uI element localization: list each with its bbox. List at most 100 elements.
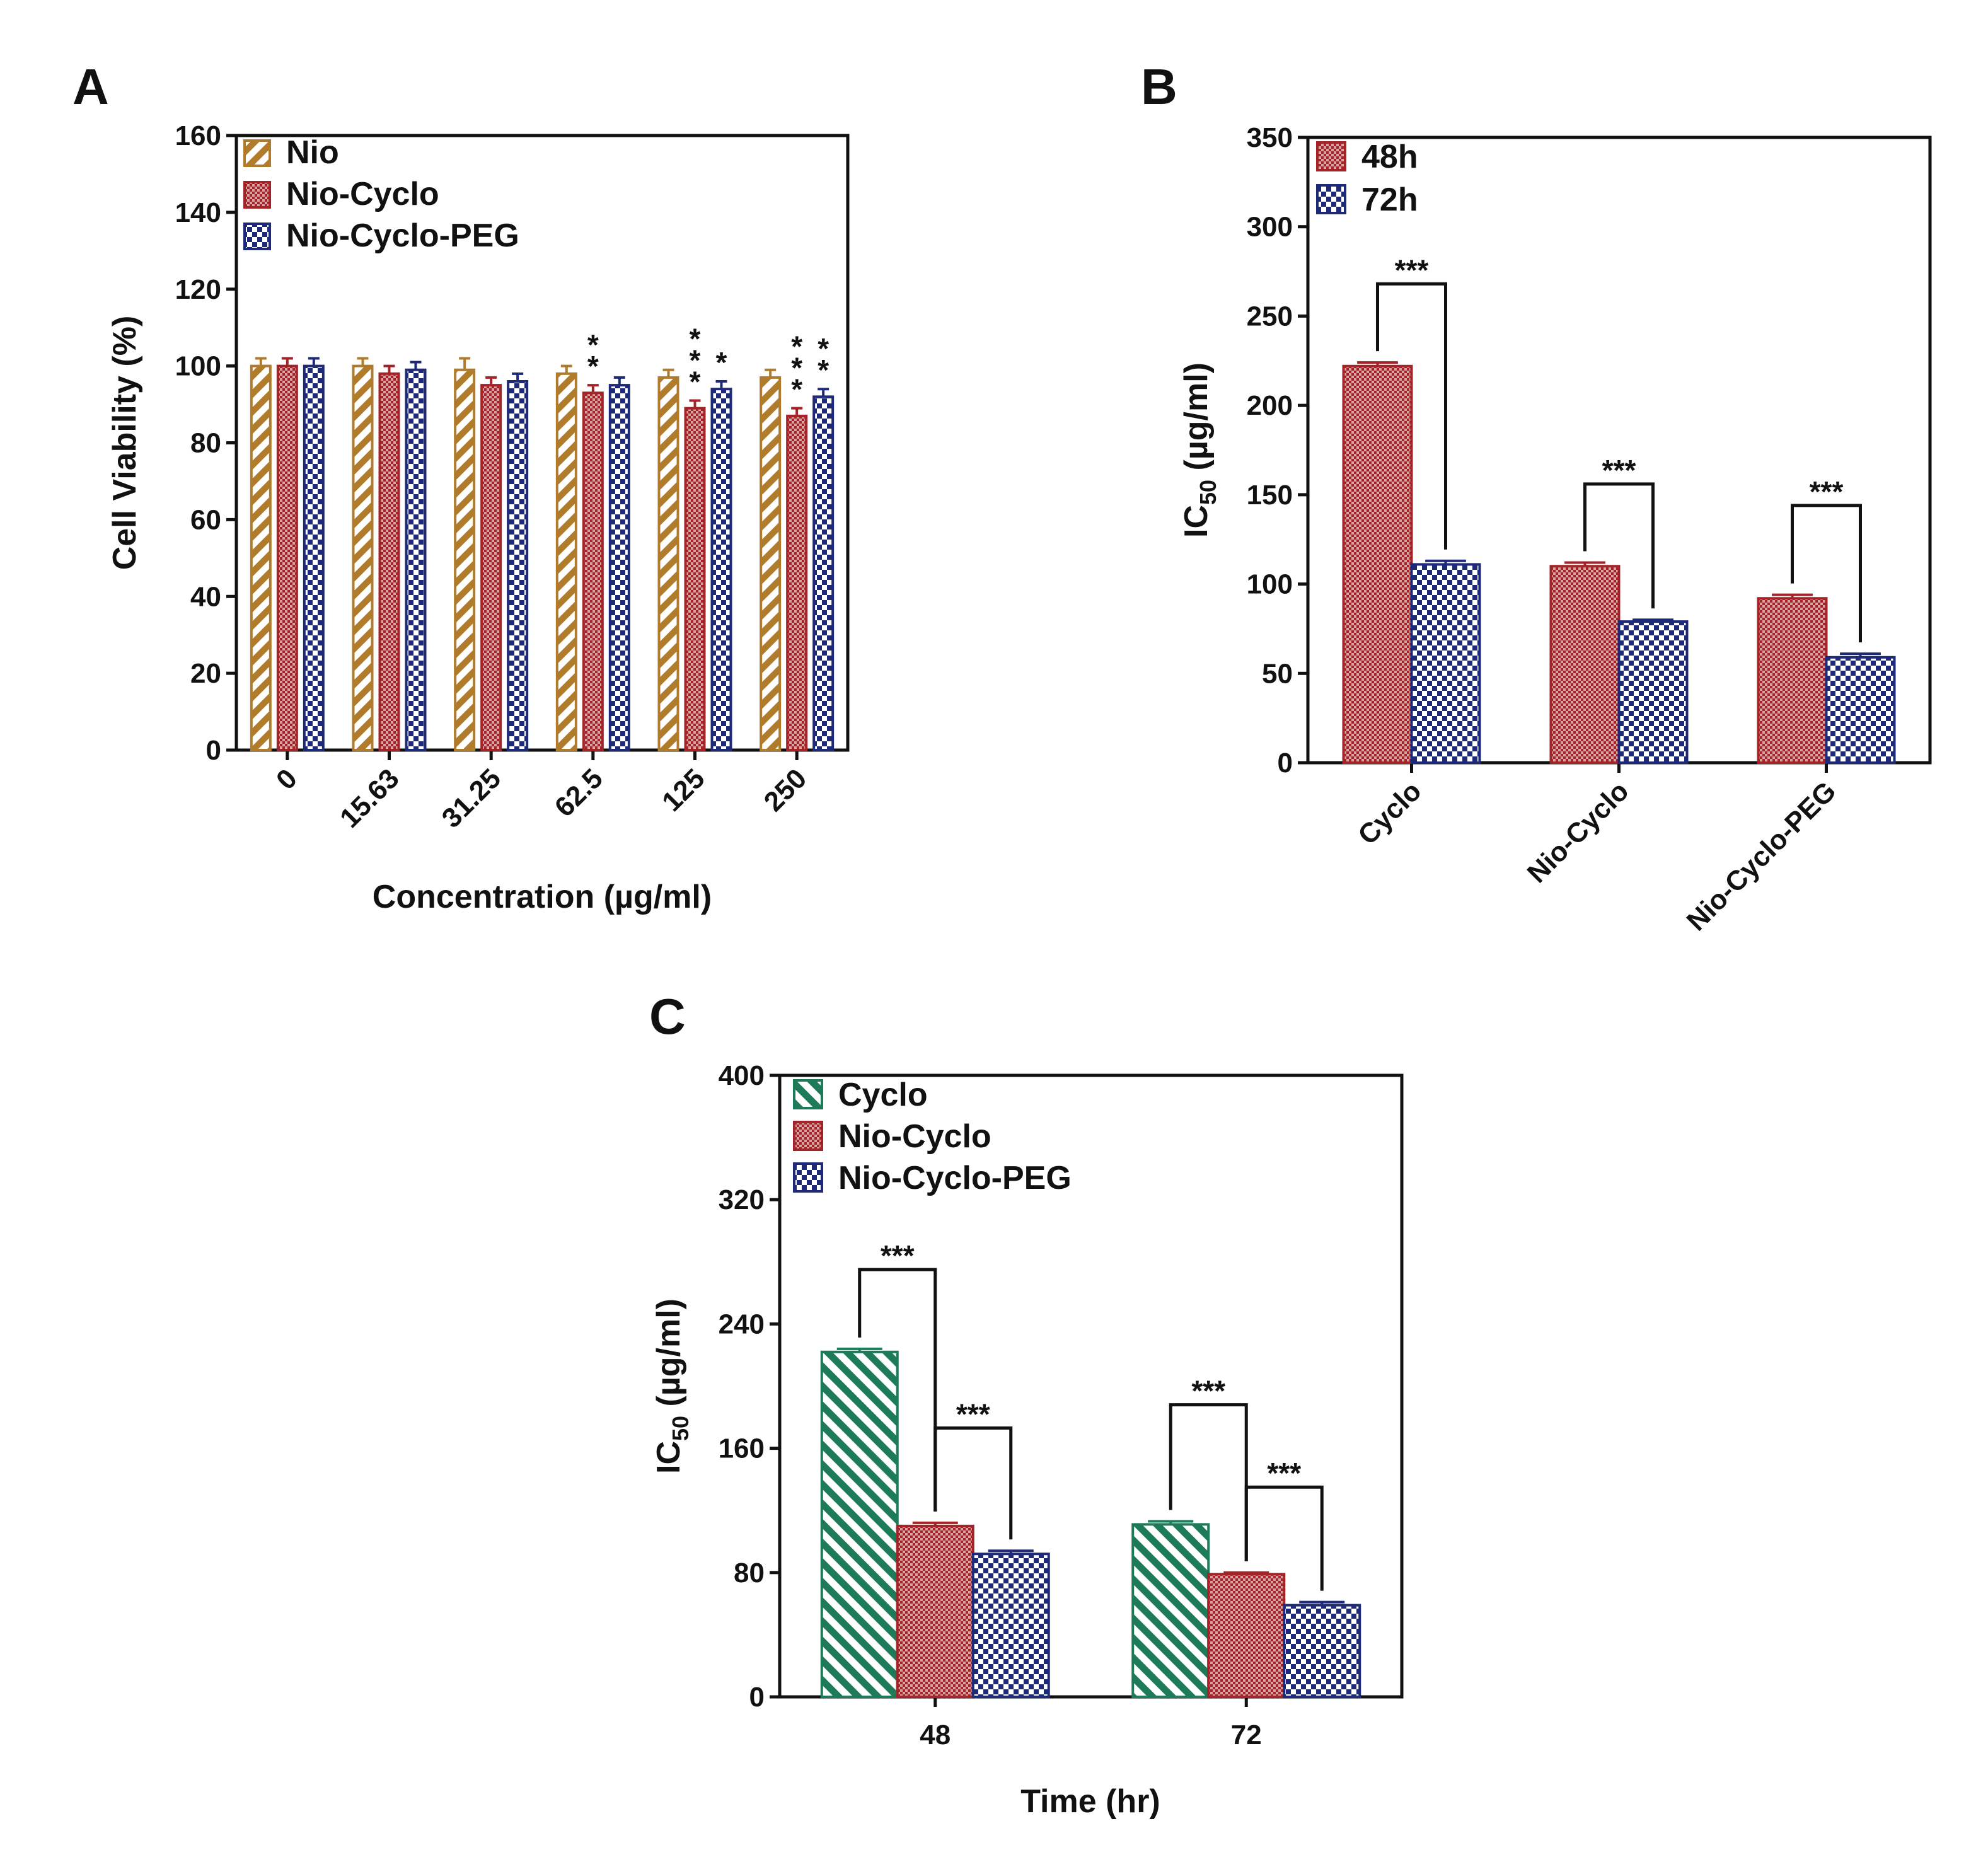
panel-label-c: C [649,988,686,1044]
legend-swatch-c [793,1121,823,1151]
legend-label-b: 48h [1361,139,1418,175]
significance-bracket-c [1244,1485,1324,1591]
y-axis-label-subscript: 50 [667,1416,693,1441]
plot-frame-c [778,1073,1404,1699]
bar-a-nio-cyclo [684,407,706,751]
bar-a-nio-cyclo [582,391,604,751]
chart-panel-a: 0 20 40 60 80 100 120 140 160 Cell Viability (%) 0… [107,120,850,915]
significance-label-c: *** [1191,1375,1225,1408]
bar-b-48h [1757,597,1828,764]
significance-bracket-c [933,1426,1013,1540]
significance-star-a: * [587,328,599,361]
bar-b-48h [1549,565,1621,764]
significance-bracket-b [1376,282,1447,550]
y-axis-label-b: IC50 (µg/ml) [1178,362,1221,538]
y-tick-label-b: 250 [1247,301,1293,332]
legend-swatch-a [243,139,271,167]
legend-swatch-c [793,1079,823,1109]
x-tick-label-c: 48 [920,1720,951,1750]
y-tick-label-a: 140 [175,197,221,228]
y-tick-label-b: 0 [1278,748,1293,778]
bar-a-nio [555,372,577,751]
significance-star-a: * [791,330,802,363]
bar-a-nio-cyclo-peg [405,368,427,751]
bar-a-nio-cyclo-peg [507,380,529,751]
y-tick-label-b: 150 [1247,480,1293,511]
bar-a-nio-cyclo-peg [812,395,835,751]
bar-a-nio-cyclo [480,384,502,751]
significance-star-a: * [791,352,802,385]
bar-b-72h [1825,656,1896,764]
bar-a-nio-cyclo [378,372,400,751]
bar-a-nio [760,376,782,751]
y-axis-label-c: IC50 (µg/ml) [650,1298,693,1474]
bar-c-nio-cyclo [1207,1573,1286,1698]
y-tick-label-a: 120 [175,274,221,305]
y-tick-label-a: 20 [190,658,221,689]
bar-b-72h [1410,563,1481,764]
significance-bracket-c [1169,1403,1248,1561]
y-axis-label-unit: (µg/ml) [1178,362,1215,480]
bar-a-nio-cyclo-peg [608,384,630,751]
x-tick-label-a: 15.63 [334,763,405,834]
bar-a-nio [352,364,374,751]
significance-star-a: * [690,344,701,376]
x-tick-label-c: 72 [1231,1720,1262,1750]
legend-label-c: Nio-Cyclo [838,1118,991,1155]
y-axis-label-unit: (µg/ml) [650,1298,687,1416]
legend-swatch-b [1316,184,1346,214]
legend-swatch-b [1316,141,1346,171]
significance-bracket-b [1791,504,1862,643]
legend-label-a: Nio-Cyclo [286,176,439,212]
legend-label-a: Nio [286,134,339,171]
bar-b-72h [1617,620,1689,764]
x-axis-label-a: Concentration (µg/ml) [373,879,712,915]
y-tick-label-c: 80 [734,1558,765,1588]
panel-label-b: B [1141,59,1177,115]
significance-star-a: * [690,322,701,355]
significance-label-b: *** [1602,454,1636,487]
x-tick-label-a: 250 [758,763,813,818]
y-tick-label-b: 300 [1247,212,1293,243]
x-axis-label-c: Time (hr) [1020,1783,1160,1820]
y-tick-label-b: 50 [1262,658,1293,689]
x-tick-label-b: Nio-Cyclo [1522,775,1635,889]
chart-panel-c: 0 80 160 240 320 400 IC50 (µg/ml) 48 72 *** *** ***… [650,1060,1404,1820]
y-axis-label-main: IC [650,1441,687,1474]
x-tick-label-a: 0 [270,763,303,795]
significance-label-c: *** [956,1398,990,1431]
significance-bracket-c [858,1268,937,1512]
significance-star-a: * [818,354,829,386]
x-tick-label-a: 62.5 [549,763,609,823]
y-tick-label-a: 60 [190,504,221,535]
bar-c-nio-cyclo-peg [1283,1604,1361,1698]
legend-label-c: Cyclo [838,1077,928,1113]
y-tick-label-c: 400 [719,1060,765,1091]
y-tick-label-a: 160 [175,120,221,151]
legend-label-c: Nio-Cyclo-PEG [838,1160,1072,1196]
significance-label-b: *** [1810,475,1844,508]
y-tick-label-a: 80 [190,428,221,459]
y-tick-label-b: 350 [1247,122,1293,153]
y-tick-label-a: 40 [190,581,221,612]
y-axis-label-a: Cell Viability (%) [107,316,143,570]
legend-label-a: Nio-Cyclo-PEG [286,217,519,254]
bar-c-nio-cyclo-peg [971,1553,1050,1698]
y-tick-label-b: 200 [1247,390,1293,421]
y-axis-label-subscript: 50 [1195,480,1221,505]
bar-c-cyclo [820,1350,899,1698]
bar-b-48h [1342,364,1413,764]
bar-a-nio [454,368,476,751]
y-tick-label-c: 320 [719,1184,765,1215]
significance-bracket-b [1583,482,1655,609]
y-tick-label-c: 160 [719,1433,765,1464]
x-tick-label-a: 125 [656,763,711,818]
legend-swatch-c [793,1162,823,1193]
legend-label-b: 72h [1361,182,1418,218]
x-tick-label-b: Nio-Cyclo-PEG [1681,775,1842,937]
y-tick-label-b: 100 [1247,569,1293,600]
significance-star-a: * [587,350,599,383]
significance-star-a: * [818,332,829,365]
significance-star-a: * [690,365,701,398]
